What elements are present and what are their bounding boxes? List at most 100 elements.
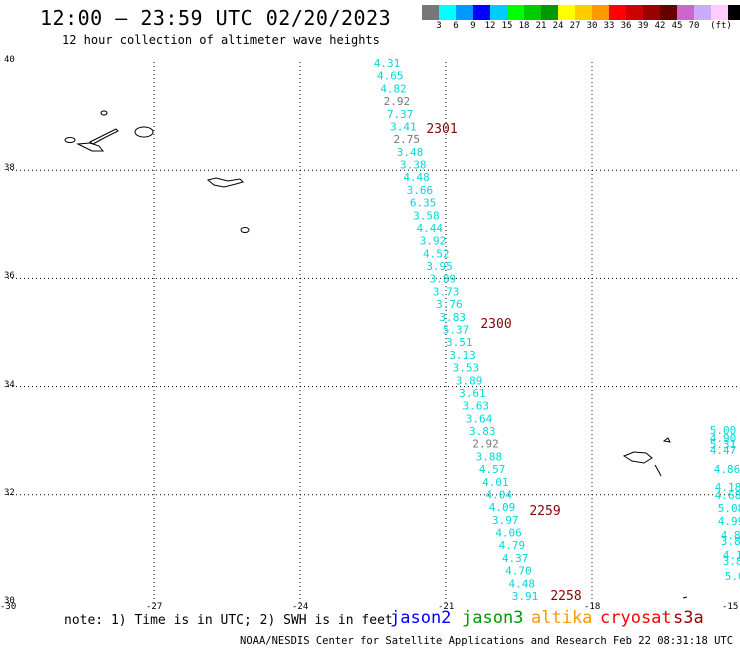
satellite-s3a: s3a	[673, 608, 704, 628]
legend-label: 27	[569, 21, 581, 31]
legend-swatch	[660, 5, 677, 20]
legend-label: 15	[501, 21, 513, 31]
wave-height-value: 3.89	[430, 273, 457, 286]
wave-height-value: 4.31	[374, 57, 401, 70]
wave-height-value: 3.64	[466, 412, 493, 425]
wave-height-value: 3.73	[433, 285, 460, 298]
pass-time-label: 2300	[480, 317, 511, 332]
legend-swatch	[694, 5, 711, 20]
wave-height-value-edge: 4.90	[710, 432, 737, 445]
wave-height-value-edge: 5.08	[718, 502, 740, 515]
legend-label: 21	[535, 21, 547, 31]
legend-swatch	[456, 5, 473, 20]
legend-label: 3	[436, 21, 442, 31]
satellite-cryosat: cryosat	[600, 608, 672, 628]
wave-height-value: 4.06	[495, 527, 522, 540]
legend-swatch	[541, 5, 558, 20]
lat-label: 38	[4, 163, 15, 174]
legend-swatch	[558, 5, 575, 20]
lon-label: -30	[0, 602, 17, 612]
lat-lon-grid	[8, 62, 738, 603]
legend-swatch	[643, 5, 660, 20]
legend-label: 12	[484, 21, 496, 31]
wave-height-value: 3.83	[439, 311, 466, 324]
legend-label: 9	[470, 21, 476, 31]
wave-height-value: 4.37	[502, 552, 529, 565]
altimeter-track-edge: 5.004.905.314.47 4.86 4.184.685.084.994.84…	[710, 424, 740, 583]
legend-swatch	[507, 5, 524, 20]
island-sao-miguel	[206, 177, 244, 188]
wave-height-value: 3.83	[469, 425, 496, 438]
legend-label: 39	[637, 21, 649, 31]
wave-height-value: 2.75	[393, 133, 420, 146]
legend-swatch	[626, 5, 643, 20]
wave-height-value: 2.92	[472, 438, 499, 451]
wave-height-value-edge: 5.00	[710, 424, 737, 437]
legend-label: 18	[518, 21, 530, 31]
wave-height-value: 3.91	[512, 590, 539, 603]
island-flores	[64, 137, 76, 143]
altimeter-track-main: 4.314.654.822.927.373.412.753.483.384.48…	[374, 57, 539, 603]
wave-height-value: 3.63	[462, 400, 489, 413]
lon-label: -18	[584, 602, 601, 612]
wave-height-value: 4.04	[485, 488, 512, 501]
legend-label: 42	[654, 21, 666, 31]
pass-time-label: 2259	[529, 504, 560, 519]
wave-height-value: 4.79	[499, 539, 526, 552]
island-sao-jorge	[89, 128, 119, 145]
satellite-jason3: jason3	[462, 608, 524, 628]
legend-swatch	[609, 5, 626, 20]
wave-height-value-edge: 4.18	[715, 481, 740, 494]
footer-credit: NOAA/NESDIS Center for Satellite Applica…	[240, 635, 740, 647]
wave-height-value: 3.66	[407, 184, 434, 197]
island-corvo	[100, 110, 108, 116]
color-legend-labels: 3 6 9 12 15 18 21 24 27 30 33 36 39 42 45 70 (ft)	[422, 21, 740, 33]
coastlines	[64, 110, 688, 599]
wave-height-value-edge: 4.84	[721, 529, 740, 542]
wave-height-value: 3.48	[397, 146, 424, 159]
wave-height-value: 3.53	[453, 362, 480, 375]
legend-swatch	[422, 5, 439, 20]
wave-height-value: 3.95	[426, 260, 453, 273]
legend-label: 36	[620, 21, 632, 31]
legend-swatch	[592, 5, 609, 20]
wave-height-value: 3.58	[413, 209, 440, 222]
wave-height-value: 3.13	[449, 349, 476, 362]
wave-height-value-edge: 4.99	[718, 515, 740, 528]
lat-label: 36	[4, 271, 15, 282]
legend-swatch	[575, 5, 592, 20]
legend-label: 6	[453, 21, 459, 31]
wave-height-value: 3.38	[400, 159, 427, 172]
wave-height-value: 4.44	[416, 222, 443, 235]
lat-label: 32	[4, 487, 15, 498]
pass-time-labels: 2301 2300 2259 2258	[426, 122, 581, 604]
wave-height-value: 4.48	[508, 577, 535, 590]
wave-height-value: 2.92	[384, 95, 411, 108]
legend-swatch	[677, 5, 694, 20]
wave-height-value: 4.48	[403, 171, 430, 184]
wave-height-value: 3.89	[456, 374, 483, 387]
wave-height-value-edge: 4.68	[715, 489, 740, 502]
wave-height-value-edge: 5.31	[710, 438, 737, 451]
legend-swatch	[524, 5, 541, 20]
wave-height-value: 4.52	[423, 247, 450, 260]
page-subtitle: 12 hour collection of altimeter wave hei…	[62, 33, 380, 47]
pass-time-label: 2301	[426, 122, 457, 137]
satellite-jason2: jason2	[390, 608, 452, 628]
lon-label: -27	[146, 602, 163, 612]
legend-unit: (ft)	[710, 21, 732, 31]
legend-swatch	[728, 5, 740, 20]
wave-height-value: 3.41	[390, 120, 417, 133]
lon-label: -24	[292, 602, 309, 612]
wave-height-value: 3.61	[459, 387, 486, 400]
wave-height-value: 4.65	[377, 70, 404, 83]
island-madeira	[622, 451, 653, 464]
wave-height-value: 3.51	[446, 336, 473, 349]
wave-height-value: 4.70	[505, 565, 532, 578]
wave-height-value: 3.92	[420, 235, 447, 248]
wave-height-value-edge: 3.83	[721, 535, 740, 548]
satellite-altika: altika	[531, 608, 593, 628]
lon-label: -15	[722, 602, 739, 612]
wave-height-value: 6.35	[410, 197, 437, 210]
